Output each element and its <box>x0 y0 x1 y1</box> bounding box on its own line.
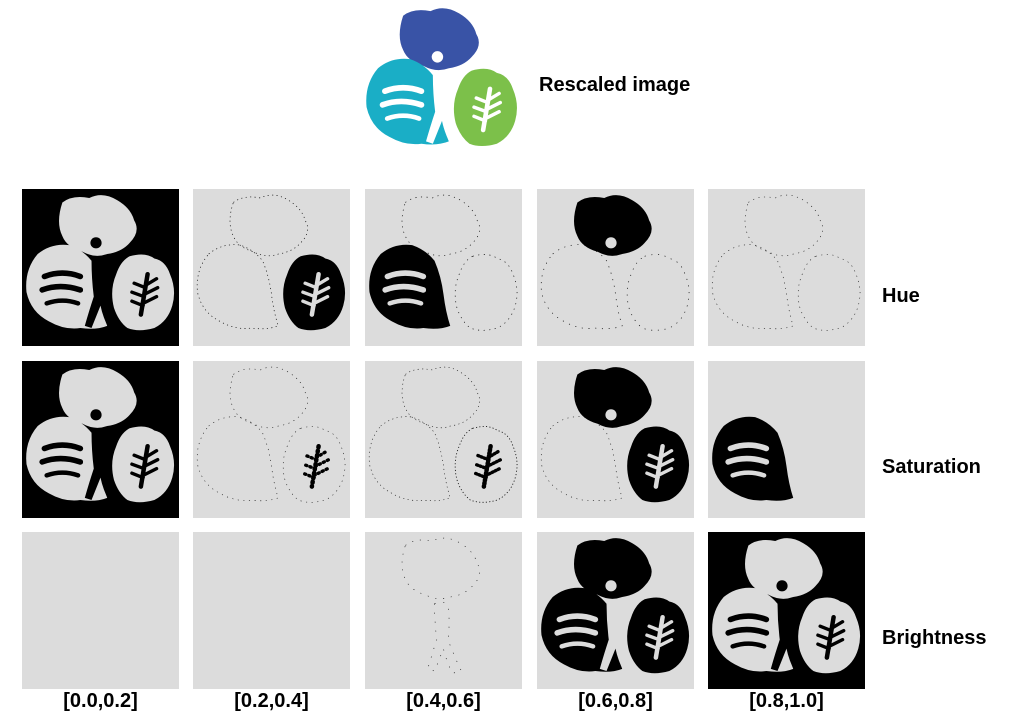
row-label-brightness: Brightness <box>882 627 987 649</box>
tile-brightness-0.8-1.0 <box>708 532 865 689</box>
tile-brightness-0.0-0.2 <box>22 532 179 689</box>
col-label-0.4-0.6: [0.4,0.6] <box>406 690 481 712</box>
tile-brightness-0.2-0.4 <box>193 532 350 689</box>
tile-saturation-0.4-0.6 <box>365 361 522 518</box>
col-label-0.8-1.0: [0.8,1.0] <box>749 690 824 712</box>
tile-brightness-0.4-0.6 <box>365 532 522 689</box>
col-label-0.6-0.8: [0.6,0.8] <box>578 690 653 712</box>
col-label-0.2-0.4: [0.2,0.4] <box>234 690 309 712</box>
tile-hue-0.8-1.0 <box>708 189 865 346</box>
tile-brightness-0.6-0.8 <box>537 532 694 689</box>
row-label-saturation: Saturation <box>882 456 981 478</box>
tile-hue-0.4-0.6 <box>365 189 522 346</box>
tile-hue-0.2-0.4 <box>193 189 350 346</box>
col-label-0.0-0.2: [0.0,0.2] <box>63 690 138 712</box>
tile-saturation-0.8-1.0 <box>708 361 865 518</box>
rescaled-image-label: Rescaled image <box>539 74 691 96</box>
tile-saturation-0.2-0.4 <box>193 361 350 518</box>
tile-saturation-0.6-0.8 <box>537 361 694 518</box>
row-label-hue: Hue <box>882 285 920 307</box>
rescaled-logo-image <box>362 2 522 162</box>
tile-hue-0.6-0.8 <box>537 189 694 346</box>
tile-saturation-0.0-0.2 <box>22 361 179 518</box>
tile-hue-0.0-0.2 <box>22 189 179 346</box>
